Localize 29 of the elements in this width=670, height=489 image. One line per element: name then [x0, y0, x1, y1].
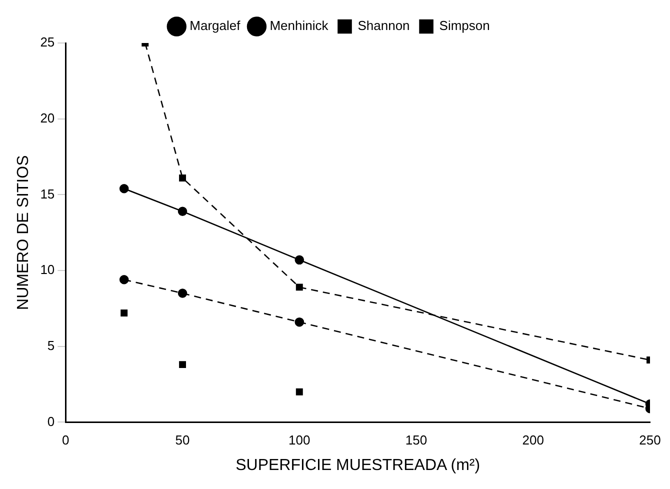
point [120, 310, 128, 316]
point [296, 388, 303, 396]
point [119, 184, 129, 194]
legend-label: Menhinick [270, 18, 329, 34]
y-tick-label: 15 [40, 186, 55, 202]
x-tick-label: 50 [175, 432, 190, 448]
y-tick-label: 20 [40, 110, 55, 126]
x-tick-label: 200 [522, 432, 544, 448]
y-tick-label: 5 [47, 338, 55, 353]
legend-label: Shannon [358, 18, 410, 34]
point [179, 361, 186, 368]
legend-label: Simpson [439, 18, 490, 34]
legend-label: Margalef [190, 18, 241, 34]
point [296, 284, 303, 291]
point [119, 274, 129, 284]
point [294, 255, 304, 265]
x-tick-label: 150 [405, 432, 428, 448]
point [178, 206, 188, 216]
point [179, 174, 186, 182]
x-tick-label: 100 [288, 432, 310, 448]
y-axis-title: NUMERO DE SITIOS [15, 155, 32, 310]
y-tick-label: 0 [47, 414, 55, 429]
x-tick-label: 250 [639, 432, 661, 448]
y-tick-label: 25 [40, 34, 55, 50]
point [178, 288, 188, 298]
point [294, 317, 304, 327]
y-tick-label: 10 [40, 262, 55, 278]
x-axis-title: SUPERFICIE MUESTREADA (m²) [236, 456, 480, 474]
x-tick-label: 0 [62, 432, 70, 448]
